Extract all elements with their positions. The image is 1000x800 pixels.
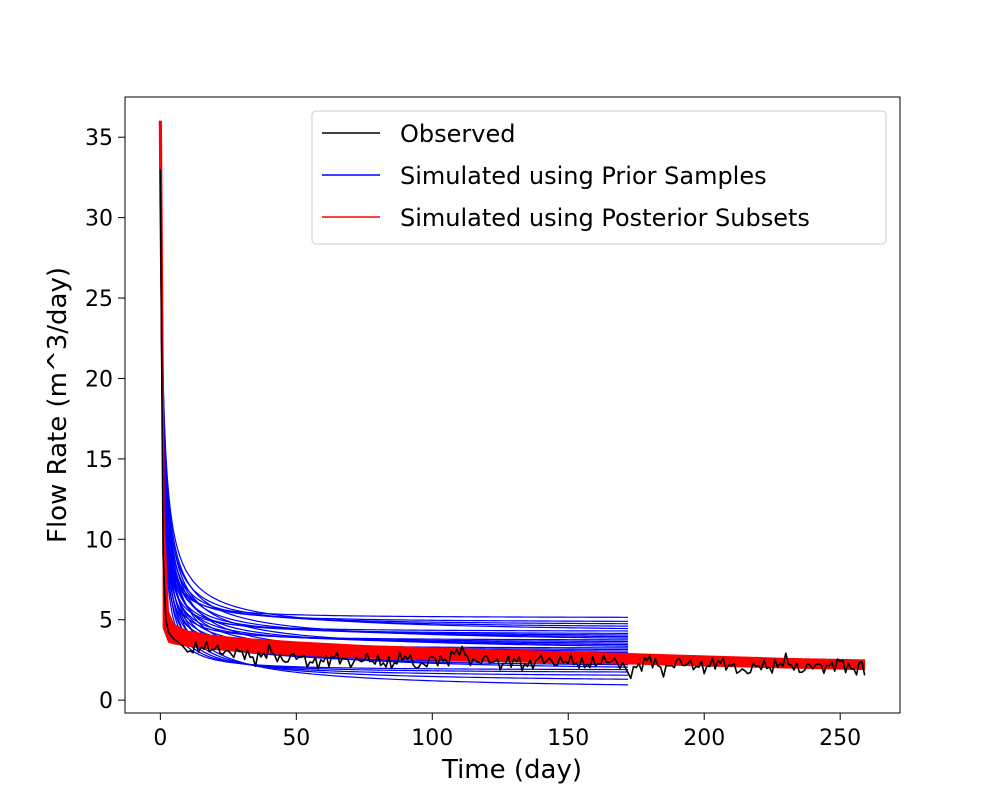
- prior-curve: [159, 137, 629, 618]
- prior-curve: [159, 137, 629, 622]
- prior-curve: [159, 137, 629, 625]
- x-tick-label: 50: [282, 726, 310, 751]
- prior-curve: [159, 137, 629, 671]
- y-tick-label: 5: [99, 609, 113, 634]
- prior-curve: [159, 137, 629, 634]
- y-tick-label: 30: [85, 207, 113, 232]
- y-axis-title: Flow Rate (m^3/day): [43, 267, 73, 543]
- x-tick-label: 150: [547, 726, 589, 751]
- y-tick-label: 20: [85, 367, 113, 392]
- x-tick-label: 100: [411, 726, 453, 751]
- x-tick-label: 200: [683, 726, 725, 751]
- legend: Observed Simulated using Prior Samples S…: [311, 110, 887, 245]
- observed-series-group: [159, 169, 866, 680]
- x-axis-title: Time (day): [441, 755, 582, 785]
- x-axis-ticks: 0 50 100 150 200 250: [153, 713, 861, 751]
- y-axis-ticks: 0 5 10 15 20 25 30 35: [85, 126, 125, 714]
- prior-curve: [159, 137, 629, 673]
- y-tick-label: 10: [85, 528, 113, 553]
- legend-label-prior: Simulated using Prior Samples: [400, 162, 767, 190]
- legend-label-observed: Observed: [400, 120, 515, 148]
- prior-curve: [159, 137, 629, 639]
- y-tick-label: 25: [85, 287, 113, 312]
- x-tick-label: 0: [153, 726, 167, 751]
- y-tick-label: 0: [99, 689, 113, 714]
- legend-label-posterior: Simulated using Posterior Subsets: [400, 204, 810, 232]
- x-tick-label: 250: [819, 726, 861, 751]
- observed-line: [159, 169, 866, 680]
- plot-frame: [124, 96, 901, 714]
- prior-curve: [159, 137, 629, 641]
- y-tick-label: 35: [85, 126, 113, 151]
- legend-box: [311, 110, 887, 245]
- y-tick-label: 15: [85, 448, 113, 473]
- prior-curve: [159, 137, 629, 632]
